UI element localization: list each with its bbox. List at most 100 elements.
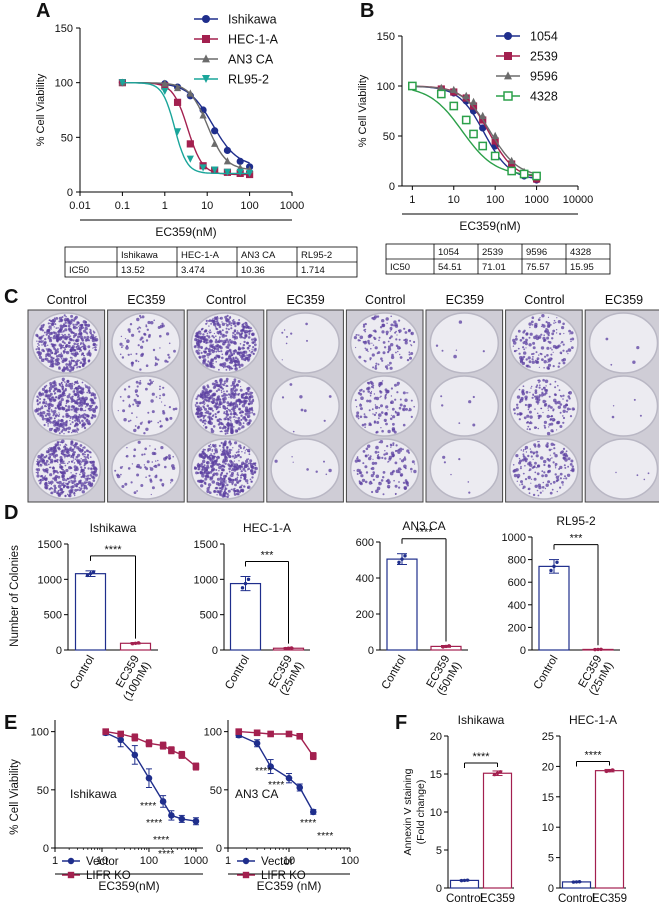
colony: [251, 341, 254, 344]
colony: [372, 344, 375, 346]
colony: [213, 467, 215, 470]
colony: [38, 344, 40, 346]
colony: [251, 338, 254, 341]
colony: [241, 489, 245, 493]
colony: [551, 357, 553, 360]
colony: [208, 350, 210, 353]
well: [588, 312, 659, 374]
colony: [212, 317, 214, 320]
colony: [45, 455, 48, 458]
y-tick-label: 500: [200, 610, 218, 622]
colony: [524, 342, 528, 346]
colony: [54, 350, 57, 353]
colony: [231, 481, 234, 484]
colony: [37, 397, 40, 399]
replicate-dot: [552, 564, 556, 569]
colony: [73, 429, 78, 433]
colony: [88, 359, 91, 362]
colony: [523, 416, 527, 420]
colony: [133, 398, 137, 402]
colony: [150, 493, 152, 496]
colony: [143, 453, 146, 456]
colony: [80, 388, 85, 392]
colony: [79, 449, 84, 453]
colony: [537, 398, 541, 402]
colony: [63, 342, 66, 345]
colony: [380, 479, 384, 482]
colony: [224, 407, 227, 410]
colony: [233, 384, 237, 387]
colony: [209, 362, 213, 366]
y-tick-label: 1000: [194, 574, 218, 586]
colony: [228, 494, 230, 496]
colony: [386, 445, 389, 448]
colony: [234, 487, 236, 490]
colony: [160, 446, 164, 450]
colony: [65, 382, 68, 385]
colony: [248, 353, 252, 357]
colony: [89, 461, 92, 464]
colony: [37, 473, 39, 475]
legend-marker: [504, 71, 512, 80]
colony: [458, 422, 461, 424]
colony: [69, 349, 73, 353]
colony: [49, 392, 53, 396]
colony: [516, 403, 519, 406]
colony: [157, 463, 161, 467]
colony: [388, 364, 390, 366]
colony: [402, 423, 406, 427]
colony: [251, 348, 253, 350]
colony: [195, 405, 198, 408]
colony: [236, 331, 240, 335]
data-point: [211, 139, 219, 147]
colony: [395, 338, 398, 341]
colony: [83, 347, 87, 351]
colony: [440, 395, 443, 398]
colony: [200, 345, 203, 349]
colony: [518, 457, 521, 460]
colony: [204, 414, 207, 417]
colony: [56, 481, 60, 484]
colony: [236, 400, 238, 402]
colony: [569, 463, 573, 466]
colony: [375, 396, 377, 398]
colony: [242, 474, 245, 477]
colony: [227, 419, 230, 421]
colony: [51, 320, 56, 324]
colony: [221, 329, 224, 332]
colony: [381, 330, 385, 334]
colony: [56, 458, 59, 461]
colony: [517, 329, 521, 333]
colony: [86, 335, 90, 339]
colony: [556, 478, 560, 482]
colony: [206, 322, 208, 324]
colony: [63, 481, 65, 484]
data-point: [462, 91, 470, 99]
colony: [238, 319, 241, 321]
colony: [375, 364, 377, 367]
colony: [40, 481, 42, 483]
colony: [518, 418, 521, 421]
colony: [136, 404, 140, 407]
colony: [37, 407, 40, 409]
y-tick-label: 200: [508, 622, 526, 634]
colony: [218, 491, 222, 495]
colony: [36, 395, 39, 398]
colony: [146, 460, 150, 464]
colony: [90, 399, 95, 403]
data-point: [178, 751, 186, 759]
colony: [68, 480, 71, 484]
colony: [547, 321, 551, 326]
subplot-title: Ishikawa: [90, 521, 137, 535]
colony: [59, 319, 63, 323]
colony: [396, 391, 399, 394]
colony: [390, 387, 393, 390]
colony: [75, 343, 78, 345]
colony: [237, 398, 241, 402]
colony: [201, 408, 203, 411]
colony: [558, 362, 561, 365]
colony: [64, 457, 66, 459]
colony: [50, 351, 54, 355]
colony: [155, 362, 159, 366]
